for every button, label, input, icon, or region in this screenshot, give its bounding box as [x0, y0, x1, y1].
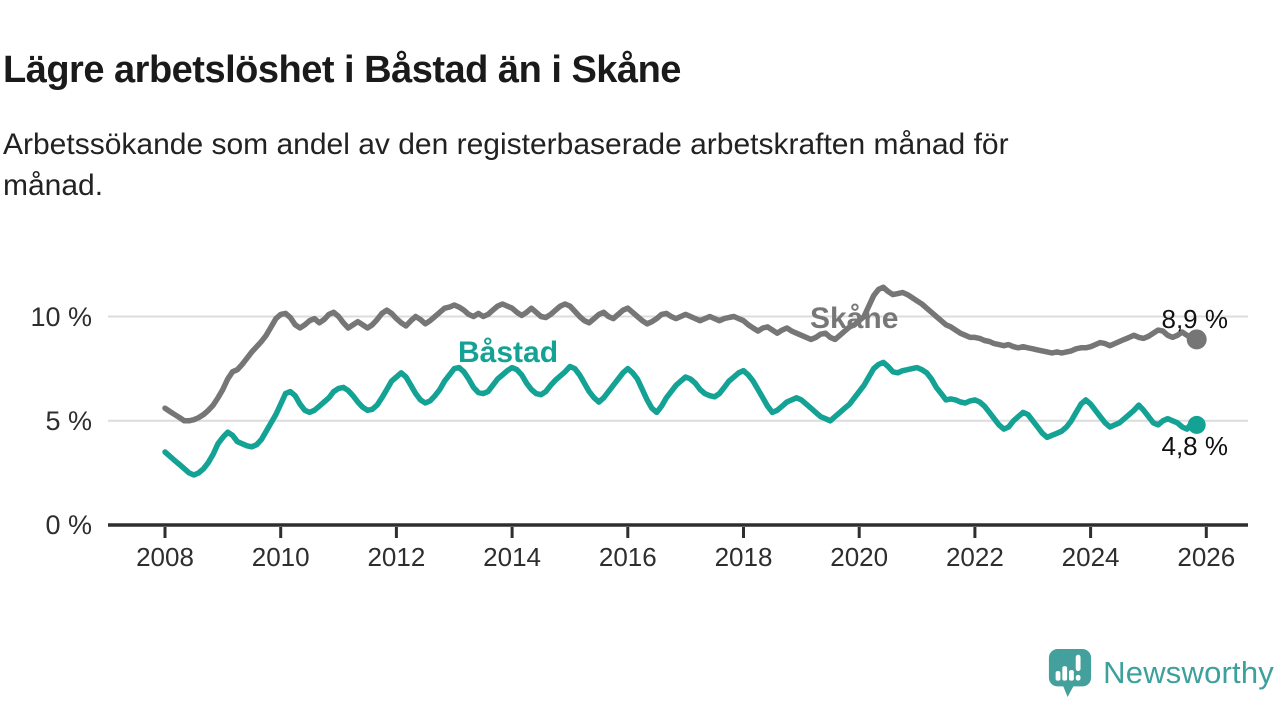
y-axis-label: 10 %	[30, 301, 92, 332]
x-axis-label: 2016	[598, 542, 657, 572]
x-axis-label: 2026	[1177, 542, 1236, 572]
chart-subtitle-line-1: Arbetssökande som andel av den registerb…	[3, 128, 1009, 161]
skane-line	[162, 284, 1200, 424]
x-axis-label: 2020	[830, 542, 889, 572]
chart-subtitle-line-2: månad.	[3, 169, 104, 203]
newsworthy-branding: Newsworthy	[1047, 648, 1274, 698]
x-axis-label: 2012	[367, 542, 426, 572]
x-axis-label: 2010	[251, 542, 310, 572]
bastad-end-dot	[1187, 415, 1206, 434]
x-axis-label: 2024	[1061, 542, 1120, 572]
series-label-bastad: Båstad	[458, 336, 559, 369]
series-label-skane: Skåne	[810, 302, 899, 335]
chart-subtitle: Arbetssökande som andel av den registerb…	[3, 124, 1009, 207]
y-axis-label: 5 %	[45, 405, 92, 436]
chart-title: Lägre arbetslöshet i Båstad än i Skåne	[3, 49, 681, 92]
x-axis-label: 2008	[136, 542, 194, 572]
newsworthy-wordmark: Newsworthy	[1103, 655, 1274, 690]
newsworthy-logo-icon	[1049, 649, 1092, 697]
end-value-label-bastad: 4,8 %	[1161, 431, 1229, 461]
bastad-line	[162, 359, 1200, 478]
x-axis-label: 2014	[483, 542, 542, 572]
end-value-label-skane: 8,9 %	[1161, 304, 1229, 334]
x-axis-label: 2022	[945, 542, 1004, 572]
skane-end-dot	[1186, 329, 1207, 350]
x-axis-label: 2018	[714, 542, 773, 572]
y-axis-label: 0 %	[45, 510, 92, 540]
